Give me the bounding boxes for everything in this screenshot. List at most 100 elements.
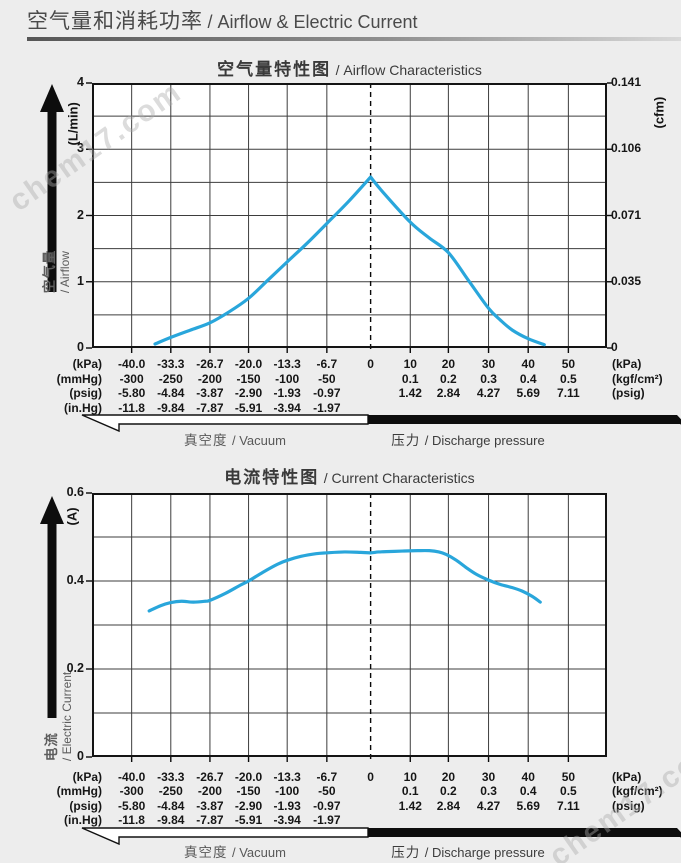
current-axis-arrow-up-icon (40, 496, 64, 718)
discharge-pressure-range-label-zh: 压力 (391, 433, 421, 448)
x-tick-mmhg: -200 (197, 784, 222, 798)
x-tick-kgfcm2: 0.1 (401, 371, 419, 386)
x-tick-kpa: 30 (481, 769, 496, 784)
x-tick-psig-vacuum: -0.97 (313, 386, 341, 400)
x-tick-kpa: 20 (441, 357, 456, 371)
x-tick-psig-pressure: 1.42 (398, 386, 422, 400)
x-tick-kpa: 0 (367, 769, 374, 784)
x-tick-kgfcm2: 0.3 (480, 784, 497, 798)
vacuum-pressure-range-arrow-icon (81, 827, 681, 846)
x-tick-psig-vacuum: -3.87 (196, 386, 224, 400)
x-tick-kgfcm2: 0.4 (519, 371, 537, 386)
x-tick-inhg: -11.8 (118, 400, 145, 415)
discharge-pressure-range-label: 压力 / Discharge pressure (362, 841, 574, 862)
x-tick-kgfcm2: 0.1 (401, 784, 419, 798)
discharge-pressure-range-label-en: / Discharge pressure (424, 433, 545, 448)
airflow-y-tick-label: 0 (77, 340, 84, 354)
x-tick-mmhg: -250 (158, 784, 183, 798)
x-tick-mmhg: -50 (318, 784, 336, 798)
page-title: 空气量和消耗功率 / Airflow & Electric Current (27, 5, 418, 35)
x-tick-kpa: -40.0 (117, 357, 146, 371)
x-axis-unit-left: (mmHg) (56, 371, 102, 386)
x-axis-unit-left: (mmHg) (56, 784, 102, 798)
x-tick-inhg: -1.97 (313, 813, 341, 827)
vacuum-range-label-zh: 真空度 (184, 845, 228, 860)
x-tick-inhg: -3.94 (273, 813, 301, 827)
x-axis-unit-left: (in.Hg) (64, 400, 102, 415)
x-tick-inhg: -5.91 (234, 400, 263, 415)
x-tick-psig-vacuum: -2.90 (234, 386, 263, 400)
x-tick-mmhg: -100 (275, 371, 300, 386)
airflow-axis-arrow-up-icon (40, 84, 64, 292)
x-tick-kpa: -13.3 (273, 357, 301, 371)
x-tick-kpa: 20 (441, 769, 456, 784)
x-axis-unit-left: (in.Hg) (64, 813, 102, 827)
x-tick-psig-vacuum: -3.87 (196, 798, 224, 813)
x-tick-inhg: -11.8 (118, 813, 145, 827)
title-divider (27, 37, 681, 41)
x-tick-mmhg: -100 (275, 784, 300, 798)
airflow-right-tick-label: 0.035 (611, 273, 642, 288)
airflow-chart-title-en: / Airflow Characteristics (335, 62, 482, 78)
x-tick-mmhg: -200 (197, 371, 222, 386)
x-axis-unit-right: (kPa) (612, 357, 642, 371)
x-tick-psig-vacuum: -5.80 (117, 798, 146, 813)
x-tick-kpa: -33.3 (157, 769, 185, 784)
x-axis-unit-right: (psig) (612, 386, 645, 400)
current-y-axis-name: 电流 / Electric Current (43, 641, 75, 761)
x-tick-kpa: -26.7 (196, 769, 224, 784)
airflow-chart-title-zh: 空气量特性图 (217, 60, 332, 79)
x-tick-psig-vacuum: -5.80 (117, 386, 146, 400)
airflow-y-tick-label: 4 (77, 75, 84, 89)
airflow-right-tick-label: 0.071 (611, 207, 642, 222)
x-tick-psig-vacuum: -1.93 (273, 798, 301, 813)
x-tick-psig-pressure: 7.11 (557, 798, 580, 813)
x-axis-unit-right: (kgf/cm²) (612, 371, 663, 386)
x-axis-unit-right: (psig) (612, 798, 645, 813)
airflow-plot-area (86, 82, 613, 353)
current-chart-title: 电流特性图 / Current Characteristics (92, 463, 607, 488)
vacuum-pressure-range-arrow-icon (81, 414, 681, 433)
x-tick-kpa: 10 (403, 769, 417, 784)
airflow-chart-title: 空气量特性图 / Airflow Characteristics (92, 55, 607, 80)
x-tick-kpa: -20.0 (234, 769, 263, 784)
x-tick-kpa: 30 (481, 357, 496, 371)
x-tick-kpa: -6.7 (316, 357, 338, 371)
x-tick-kpa: 40 (521, 769, 535, 784)
x-tick-psig-pressure: 5.69 (516, 386, 540, 400)
page-title-zh: 空气量和消耗功率 (27, 10, 203, 33)
x-tick-psig-pressure: 1.42 (398, 798, 422, 813)
x-tick-inhg: -9.84 (157, 400, 185, 415)
airflow-right-axis-unit-label: (cfm) (651, 96, 667, 129)
x-tick-psig-pressure: 4.27 (476, 386, 501, 400)
airflow-right-tick-label: 0 (611, 340, 618, 354)
x-tick-kgfcm2: 0.5 (560, 371, 577, 386)
x-tick-kpa: -20.0 (234, 357, 263, 371)
x-tick-inhg: -3.94 (273, 400, 301, 415)
airflow-y-tick-label: 3 (77, 141, 84, 156)
x-tick-psig-vacuum: -4.84 (157, 798, 185, 813)
current-y-tick-label: 0.4 (66, 573, 84, 587)
x-tick-inhg: -9.84 (157, 813, 185, 827)
discharge-pressure-range-label: 压力 / Discharge pressure (362, 429, 574, 450)
current-y-tick-label: 0.6 (66, 485, 84, 499)
x-tick-inhg: -7.87 (196, 813, 224, 827)
x-tick-inhg: -7.87 (196, 400, 224, 415)
airflow-y-tick-label: 1 (77, 273, 84, 288)
x-tick-mmhg: -250 (158, 371, 183, 386)
current-plot-area (86, 492, 607, 762)
electric-current-curve (147, 548, 542, 613)
airflow-right-tick-label: 0.106 (611, 141, 642, 156)
x-tick-psig-vacuum: -1.93 (273, 386, 301, 400)
x-tick-kgfcm2: 0.3 (480, 371, 497, 386)
page-title-en: / Airflow & Electric Current (207, 12, 418, 32)
current-y-unit-label: (A) (64, 507, 80, 526)
vacuum-range-label-en: / Vacuum (232, 845, 286, 860)
airflow-right-tick-label: 0.141 (611, 75, 642, 89)
x-axis-unit-right: (kgf/cm²) (612, 784, 663, 798)
x-tick-inhg: -1.97 (313, 400, 341, 415)
x-tick-kpa: -6.7 (316, 769, 338, 784)
x-tick-psig-pressure: 5.69 (516, 798, 540, 813)
x-tick-psig-vacuum: -4.84 (157, 386, 185, 400)
x-tick-kpa: -33.3 (157, 357, 185, 371)
